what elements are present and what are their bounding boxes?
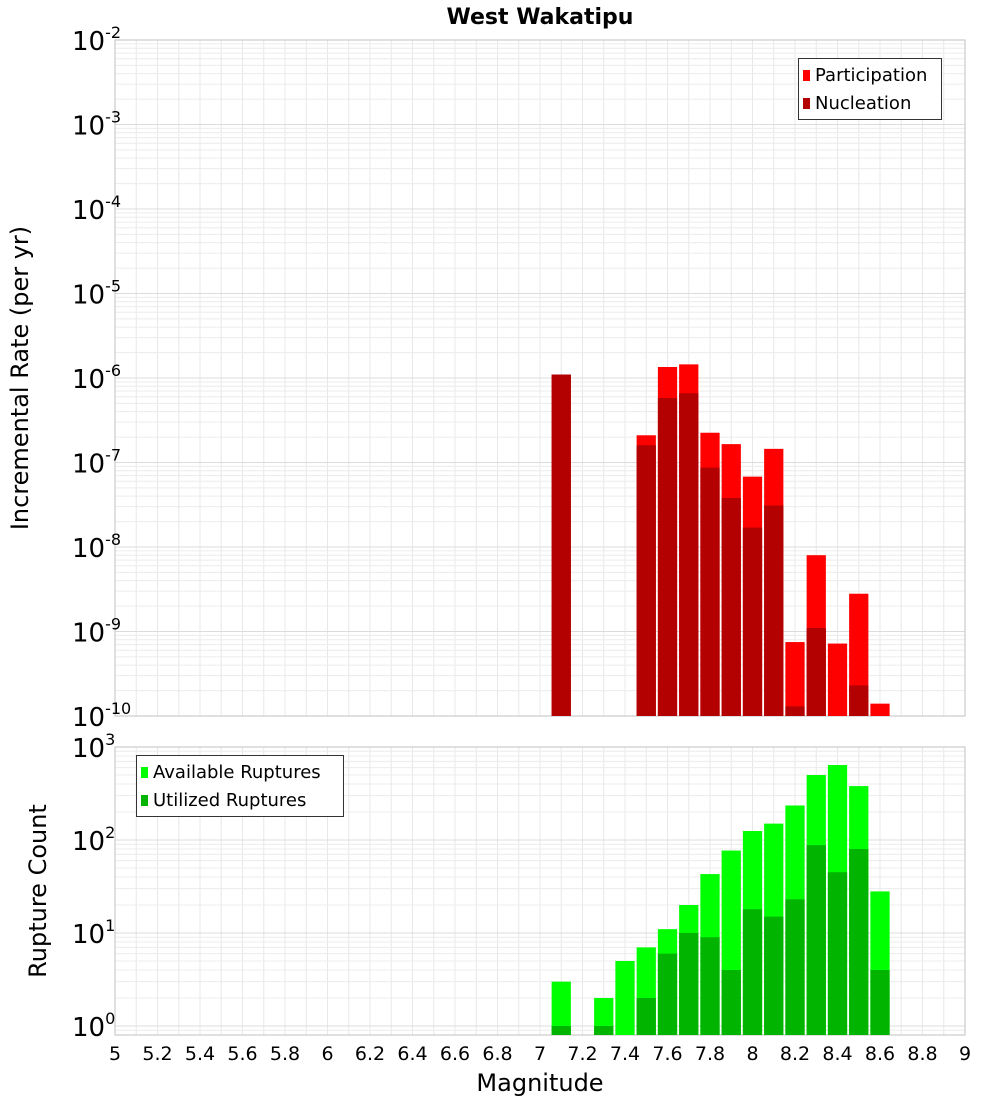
x-tick-label: 8.8	[907, 1043, 937, 1065]
x-tick-label: 8.6	[865, 1043, 895, 1065]
bar	[870, 703, 890, 716]
x-tick-label: 7.6	[652, 1043, 682, 1065]
gridlines	[114, 39, 966, 717]
y-tick-label: 10-4	[72, 192, 121, 226]
legend-item: Participation	[803, 61, 935, 89]
bar	[657, 397, 678, 716]
legend-swatch	[803, 69, 810, 81]
x-tick-label: 5.8	[270, 1043, 300, 1065]
bar	[615, 960, 635, 1035]
x-tick-label: 8	[746, 1043, 758, 1065]
y-tick-label: 100	[72, 1009, 115, 1043]
bar	[721, 498, 741, 716]
legend-swatch	[803, 97, 810, 109]
y-tick-label: 10-10	[72, 699, 131, 733]
legend-top: Participation Nucleation	[798, 58, 942, 120]
bar	[679, 932, 699, 1035]
bar	[785, 899, 805, 1035]
bar	[657, 953, 678, 1035]
bar	[551, 374, 571, 716]
bar	[870, 969, 890, 1035]
y-tick-labels: 10-10 10-9 10-8 10-7 10-6 10-5 10-4 10-3 10-2	[72, 23, 131, 733]
legend-item: Utilized Ruptures	[141, 786, 337, 814]
bar	[700, 467, 720, 716]
bar	[849, 593, 869, 716]
x-tick-label: 7	[534, 1043, 546, 1065]
x-tick-label: 5	[109, 1043, 121, 1065]
bar	[700, 937, 720, 1035]
legend-label: Nucleation	[815, 92, 912, 114]
x-tick-label: 9	[959, 1043, 971, 1065]
legend-item: Nucleation	[803, 89, 935, 117]
bar	[849, 685, 869, 716]
x-tick-label: 7.8	[695, 1043, 725, 1065]
x-tick-label: 6.6	[440, 1043, 470, 1065]
x-tick-label: 5.2	[142, 1043, 172, 1065]
series-nucleation	[551, 374, 869, 716]
y-axis-label-rate: Incremental Rate (per yr)	[6, 226, 34, 530]
plot-frame	[114, 39, 966, 717]
legend-label: Available Ruptures	[153, 761, 321, 783]
x-tick-label: 5.4	[185, 1043, 215, 1065]
bar	[827, 872, 848, 1035]
bar	[785, 706, 805, 716]
y-tick-label: 10-3	[72, 108, 121, 142]
y-tick-labels: 100 101 102 103	[72, 730, 115, 1043]
x-tick-label: 8.2	[780, 1043, 810, 1065]
x-tick-labels: 5 5.2 5.4 5.6 5.8 6 6.2 6.4 6.6 6.8 7 7.2 7.4 7.6 7.8 8…	[109, 1043, 971, 1065]
bar	[806, 845, 826, 1035]
bar	[594, 1025, 614, 1035]
legend-swatch	[141, 766, 148, 778]
y-axis-label-count: Rupture Count	[24, 804, 52, 978]
bar	[551, 1025, 571, 1035]
chart-title: West Wakatipu	[447, 5, 634, 30]
x-tick-label: 6	[321, 1043, 333, 1065]
bar	[636, 445, 656, 716]
legend-swatch	[141, 794, 148, 806]
x-tick-label: 6.8	[482, 1043, 512, 1065]
legend-bottom: Available Ruptures Utilized Ruptures	[136, 755, 344, 817]
bar	[764, 916, 784, 1035]
bar	[764, 505, 784, 716]
y-tick-label: 10-6	[72, 361, 121, 395]
bar	[551, 981, 571, 1035]
x-tick-label: 8.4	[822, 1043, 852, 1065]
bar	[806, 628, 826, 716]
y-tick-label: 10-5	[72, 277, 121, 311]
y-tick-label: 103	[72, 730, 115, 764]
bar	[594, 997, 614, 1035]
x-axis-label: Magnitude	[476, 1069, 603, 1097]
x-tick-label: 6.4	[397, 1043, 427, 1065]
plot-frame	[114, 746, 966, 1036]
bar	[742, 527, 763, 716]
y-tick-label: 10-2	[72, 23, 121, 57]
legend-item: Available Ruptures	[141, 758, 337, 786]
series-utilized-ruptures	[551, 845, 890, 1035]
bar	[721, 969, 741, 1035]
x-tick-label: 6.2	[355, 1043, 385, 1065]
bar	[679, 393, 699, 716]
x-tick-label: 5.6	[227, 1043, 257, 1065]
y-tick-label: 10-7	[72, 446, 121, 480]
bar	[849, 849, 869, 1035]
y-tick-label: 10-9	[72, 615, 121, 649]
y-tick-label: 10-8	[72, 530, 121, 564]
legend-label: Participation	[815, 64, 928, 86]
series-participation	[551, 364, 890, 716]
bar	[742, 909, 763, 1035]
bar	[785, 642, 805, 716]
legend-label: Utilized Ruptures	[153, 789, 307, 811]
bar	[636, 997, 656, 1035]
x-tick-label: 7.2	[567, 1043, 597, 1065]
bar	[827, 643, 848, 716]
y-tick-label: 101	[72, 916, 115, 950]
x-tick-label: 7.4	[610, 1043, 640, 1065]
y-tick-label: 102	[72, 823, 115, 857]
